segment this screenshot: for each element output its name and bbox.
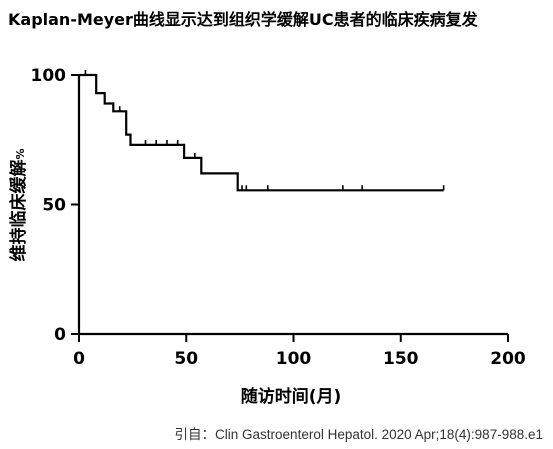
x-tick-label: 100	[276, 349, 312, 369]
x-tick-label: 150	[383, 349, 419, 369]
y-axis-label-text: 维持临床缓解	[8, 160, 29, 262]
y-axis-label: 维持临床缓解%	[8, 148, 29, 261]
km-plot: 0 50 100 150 200 0 50 100 随访时间(月) 维持临床缓解%	[8, 66, 526, 407]
axes	[77, 75, 508, 336]
axis-ticks: 0 50 100 150 200 0 50 100	[31, 66, 526, 369]
survival-step-line	[79, 73, 444, 192]
x-axis-label: 随访时间(月)	[241, 386, 342, 407]
survival-series	[79, 70, 445, 192]
chart-title: Kaplan-Meyer曲线显示达到组织学缓解UC患者的临床疾病复发	[8, 10, 478, 29]
y-tick-label: 100	[31, 66, 67, 86]
y-axis-label-unit: %	[14, 148, 27, 159]
x-tick-label: 0	[73, 349, 85, 369]
source-note: 引自：Clin Gastroenterol Hepatol. 2020 Apr;…	[174, 427, 543, 442]
y-tick-label: 50	[42, 196, 66, 216]
y-tick-label: 0	[54, 325, 66, 345]
x-tick-label: 50	[174, 349, 198, 369]
x-tick-label: 200	[490, 349, 526, 369]
